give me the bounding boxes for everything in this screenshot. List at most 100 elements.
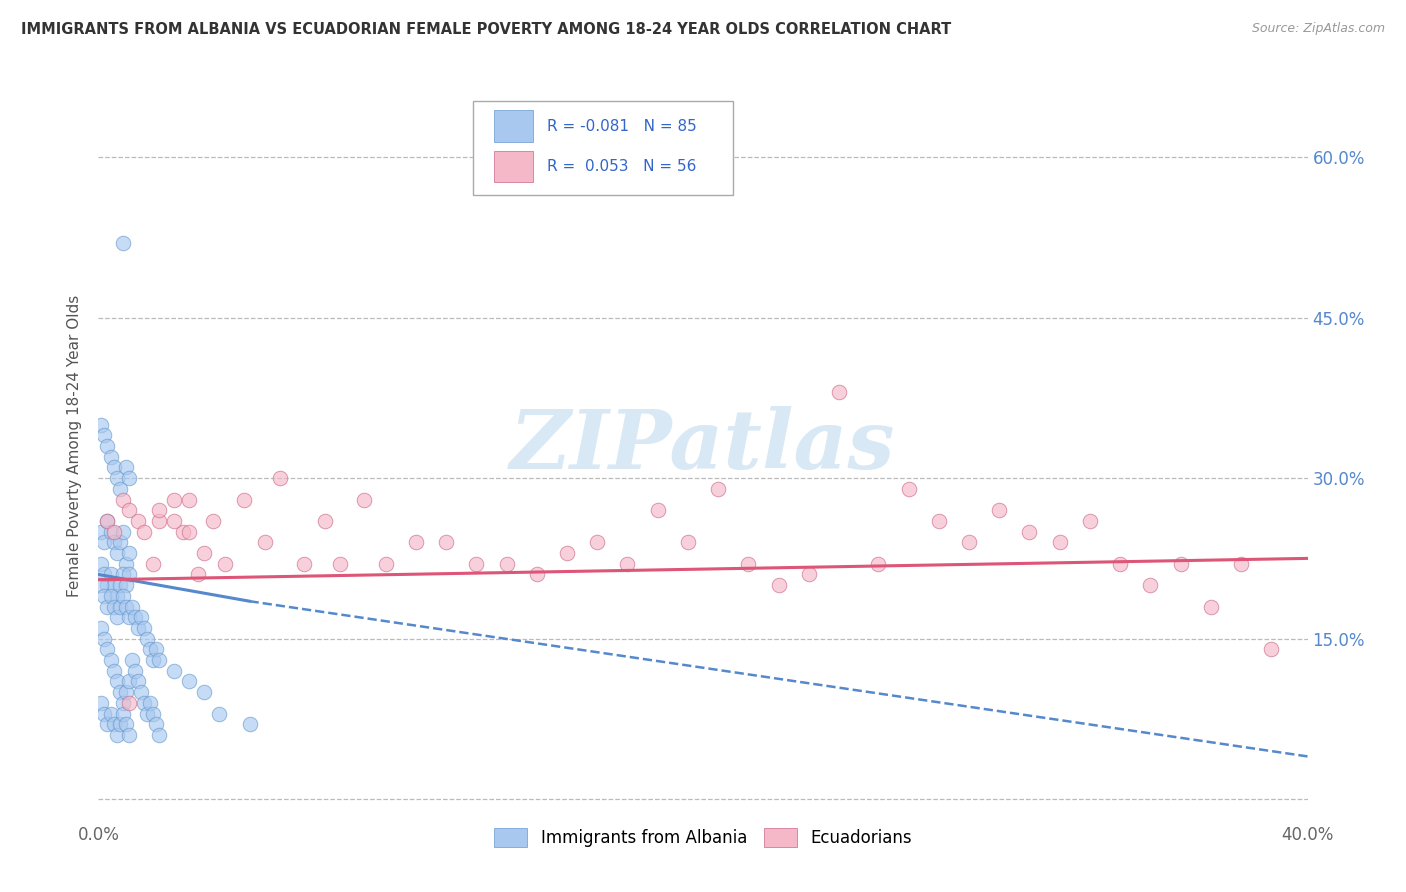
Point [737, 557, 759, 571]
Point [828, 385, 851, 400]
Point [179, 492, 201, 507]
Point [193, 685, 215, 699]
Point [142, 653, 165, 667]
Point [179, 674, 201, 689]
Point [108, 535, 131, 549]
Point [108, 599, 131, 614]
Point [269, 471, 291, 485]
Point [118, 471, 141, 485]
Point [118, 567, 141, 582]
Point [495, 557, 517, 571]
Point [108, 482, 131, 496]
Point [526, 567, 548, 582]
Point [163, 514, 186, 528]
Point [103, 599, 125, 614]
Point [114, 460, 136, 475]
Point [93, 428, 115, 442]
Point [127, 674, 149, 689]
Point [179, 524, 201, 539]
Point [148, 514, 170, 528]
Point [114, 599, 136, 614]
Point [1199, 599, 1222, 614]
Point [768, 578, 790, 592]
Point [121, 599, 143, 614]
Point [108, 717, 131, 731]
Point [1170, 557, 1192, 571]
Point [374, 557, 396, 571]
Point [868, 557, 890, 571]
Point [292, 557, 315, 571]
Point [100, 567, 122, 582]
Point [114, 685, 136, 699]
Point [142, 706, 165, 721]
Text: R = -0.081   N = 85: R = -0.081 N = 85 [547, 119, 697, 134]
Point [111, 706, 134, 721]
Point [100, 589, 122, 603]
Point [96, 514, 118, 528]
Point [1230, 557, 1253, 571]
Point [172, 524, 194, 539]
Text: Source: ZipAtlas.com: Source: ZipAtlas.com [1251, 22, 1385, 36]
Point [465, 557, 488, 571]
Point [239, 717, 262, 731]
Point [105, 471, 128, 485]
Point [142, 557, 165, 571]
Point [405, 535, 427, 549]
Point [135, 706, 157, 721]
Point [118, 674, 141, 689]
Point [114, 578, 136, 592]
Point [707, 482, 730, 496]
Point [163, 664, 186, 678]
Point [145, 642, 167, 657]
Point [1049, 535, 1071, 549]
Point [100, 450, 122, 464]
Point [90, 557, 112, 571]
Point [1260, 642, 1282, 657]
Point [616, 557, 638, 571]
Point [90, 417, 112, 432]
Point [100, 524, 122, 539]
Point [129, 685, 152, 699]
Point [253, 535, 276, 549]
Point [96, 717, 118, 731]
Point [988, 503, 1011, 517]
Point [96, 514, 118, 528]
Point [163, 492, 186, 507]
Point [118, 728, 141, 742]
Point [90, 578, 112, 592]
Point [555, 546, 578, 560]
Point [105, 674, 128, 689]
Text: R =  0.053   N = 56: R = 0.053 N = 56 [547, 159, 696, 174]
Point [148, 653, 170, 667]
Point [105, 728, 128, 742]
Point [93, 589, 115, 603]
FancyBboxPatch shape [494, 151, 533, 182]
Point [111, 235, 134, 250]
Point [96, 439, 118, 453]
Point [797, 567, 820, 582]
Point [353, 492, 375, 507]
Point [232, 492, 254, 507]
Point [103, 535, 125, 549]
Point [1109, 557, 1132, 571]
Point [129, 610, 152, 624]
Point [928, 514, 950, 528]
Point [93, 706, 115, 721]
Point [111, 567, 134, 582]
Text: ZIPatlas: ZIPatlas [510, 406, 896, 486]
Point [118, 696, 141, 710]
Point [111, 696, 134, 710]
Point [114, 717, 136, 731]
Point [90, 621, 112, 635]
Text: IMMIGRANTS FROM ALBANIA VS ECUADORIAN FEMALE POVERTY AMONG 18-24 YEAR OLDS CORRE: IMMIGRANTS FROM ALBANIA VS ECUADORIAN FE… [21, 22, 952, 37]
Point [93, 535, 115, 549]
Point [214, 557, 236, 571]
Point [90, 524, 112, 539]
Point [676, 535, 699, 549]
Point [139, 696, 162, 710]
Point [145, 717, 167, 731]
Point [93, 567, 115, 582]
Point [148, 503, 170, 517]
Point [1078, 514, 1101, 528]
Point [93, 632, 115, 646]
